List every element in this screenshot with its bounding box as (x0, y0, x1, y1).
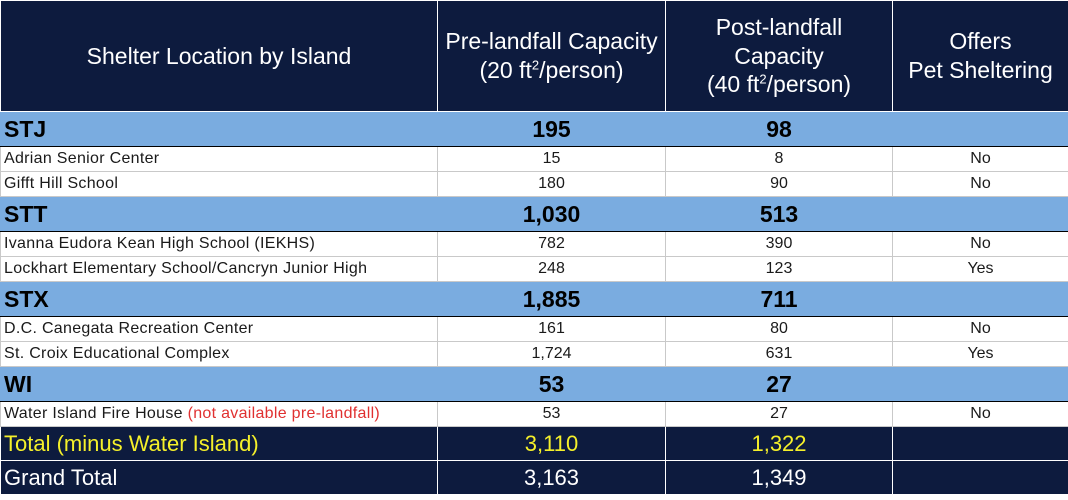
grand-total-row: Grand Total 3,163 1,349 (0, 460, 1068, 495)
total-minus-label: Total (minus Water Island) (0, 426, 438, 461)
availability-note: (not available pre-landfall) (187, 405, 381, 422)
island-row-stx: STX 1,885 711 (0, 281, 1068, 317)
island-pets-cell (892, 281, 1068, 317)
island-post-capacity: 27 (665, 366, 893, 402)
shelter-name: Water Island Fire House (4, 405, 188, 422)
total-minus-water-island-row: Total (minus Water Island) 3,110 1,322 (0, 426, 1068, 461)
shelter-pets: No (892, 316, 1068, 342)
table-row: St. Croix Educational Complex 1,724 631 … (0, 341, 1068, 367)
total-minus-pets-cell (892, 426, 1068, 461)
shelter-pre-capacity: 15 (437, 146, 666, 172)
grand-total-pre: 3,163 (437, 460, 666, 495)
header-post-landfall-capacity: Post-landfall Capacity (40 ft2/person) (665, 0, 893, 112)
shelter-name-cell: Water Island Fire House (not available p… (0, 401, 438, 427)
header-pet-sheltering: Offers Pet Sheltering (892, 0, 1068, 112)
table-row: Water Island Fire House (not available p… (0, 401, 1068, 427)
shelter-pets: No (892, 401, 1068, 427)
header-pre-landfall-capacity: Pre-landfall Capacity (20 ft2/person) (437, 0, 666, 112)
island-post-capacity: 98 (665, 111, 893, 147)
grand-total-pets-cell (892, 460, 1068, 495)
island-post-capacity: 711 (665, 281, 893, 317)
shelter-post-capacity: 80 (665, 316, 893, 342)
island-name: STJ (0, 111, 438, 147)
table-header-row: Shelter Location by Island Pre-landfall … (0, 0, 1068, 112)
shelter-post-capacity: 8 (665, 146, 893, 172)
shelter-pre-capacity: 161 (437, 316, 666, 342)
shelter-pre-capacity: 248 (437, 256, 666, 282)
shelter-pets: No (892, 231, 1068, 257)
shelter-pets: No (892, 171, 1068, 197)
island-pets-cell (892, 196, 1068, 232)
shelter-pets: Yes (892, 256, 1068, 282)
island-pre-capacity: 53 (437, 366, 666, 402)
shelter-name: St. Croix Educational Complex (0, 341, 438, 367)
total-minus-post: 1,322 (665, 426, 893, 461)
table-row: Lockhart Elementary School/Cancryn Junio… (0, 256, 1068, 282)
shelter-post-capacity: 123 (665, 256, 893, 282)
table-row: Adrian Senior Center 15 8 No (0, 146, 1068, 172)
island-row-wi: WI 53 27 (0, 366, 1068, 402)
shelter-pre-capacity: 53 (437, 401, 666, 427)
shelter-post-capacity: 631 (665, 341, 893, 367)
shelter-pre-capacity: 180 (437, 171, 666, 197)
total-minus-pre: 3,110 (437, 426, 666, 461)
island-pets-cell (892, 111, 1068, 147)
island-row-stt: STT 1,030 513 (0, 196, 1068, 232)
grand-total-label: Grand Total (0, 460, 438, 495)
shelter-pets: No (892, 146, 1068, 172)
island-name: STT (0, 196, 438, 232)
shelter-name: Gifft Hill School (0, 171, 438, 197)
shelter-pets: Yes (892, 341, 1068, 367)
table-row: Gifft Hill School 180 90 No (0, 171, 1068, 197)
island-pets-cell (892, 366, 1068, 402)
shelter-name: D.C. Canegata Recreation Center (0, 316, 438, 342)
shelter-pre-capacity: 782 (437, 231, 666, 257)
island-name: WI (0, 366, 438, 402)
shelter-pre-capacity: 1,724 (437, 341, 666, 367)
shelter-name: Lockhart Elementary School/Cancryn Junio… (0, 256, 438, 282)
grand-total-post: 1,349 (665, 460, 893, 495)
island-name: STX (0, 281, 438, 317)
island-pre-capacity: 1,030 (437, 196, 666, 232)
island-row-stj: STJ 195 98 (0, 111, 1068, 147)
island-pre-capacity: 195 (437, 111, 666, 147)
header-shelter-location: Shelter Location by Island (0, 0, 438, 112)
shelter-post-capacity: 27 (665, 401, 893, 427)
shelter-name: Ivanna Eudora Kean High School (IEKHS) (0, 231, 438, 257)
island-pre-capacity: 1,885 (437, 281, 666, 317)
table-row: Ivanna Eudora Kean High School (IEKHS) 7… (0, 231, 1068, 257)
table-row: D.C. Canegata Recreation Center 161 80 N… (0, 316, 1068, 342)
shelter-name: Adrian Senior Center (0, 146, 438, 172)
shelter-post-capacity: 390 (665, 231, 893, 257)
shelter-post-capacity: 90 (665, 171, 893, 197)
island-post-capacity: 513 (665, 196, 893, 232)
